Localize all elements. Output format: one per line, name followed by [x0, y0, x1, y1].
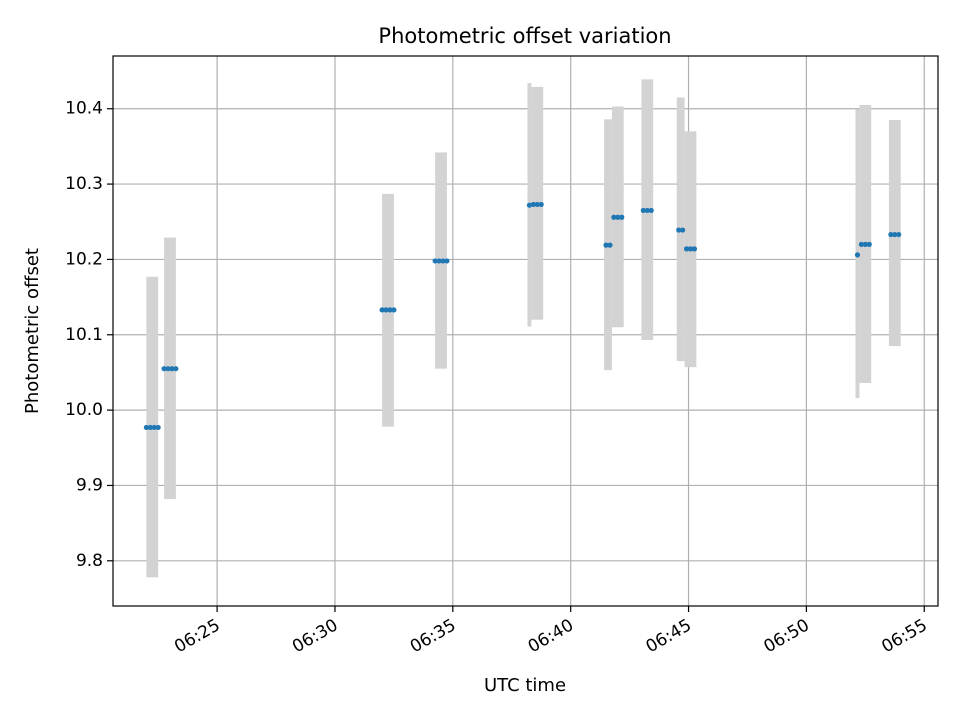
y-tick-label: 9.8: [76, 551, 103, 571]
data-point: [161, 366, 167, 372]
data-point: [862, 241, 868, 247]
data-point: [680, 227, 686, 233]
data-point: [676, 227, 682, 233]
data-point: [691, 246, 698, 252]
data-point: [165, 366, 171, 372]
data-point: [391, 307, 397, 313]
data-point: [866, 241, 872, 247]
data-point: [683, 246, 690, 252]
data-point: [603, 242, 609, 248]
data-point: [640, 207, 646, 214]
data-point: [534, 201, 540, 208]
data-point: [687, 246, 694, 252]
y-tick-label: 10.1: [65, 325, 103, 345]
data-point: [526, 202, 533, 208]
data-point: [607, 242, 613, 248]
data-point: [173, 366, 179, 372]
data-points: [143, 201, 902, 431]
y-tick-label: 10.3: [65, 174, 103, 194]
data-point: [440, 258, 446, 264]
data-point: [858, 241, 864, 247]
data-point: [155, 424, 161, 431]
data-point: [169, 366, 175, 372]
data-point: [615, 214, 621, 220]
y-axis-ticks: 9.8 9.9 10.0 10.1 10.2 10.3 10.4: [65, 99, 113, 571]
data-point: [444, 258, 450, 264]
data-point: [619, 214, 625, 220]
data-point: [379, 307, 385, 313]
chart-title: Photometric offset variation: [378, 24, 671, 48]
x-axis-label: UTC time: [484, 675, 566, 696]
data-point: [432, 258, 438, 264]
data-point: [436, 258, 442, 264]
data-point: [538, 201, 544, 208]
data-point: [387, 307, 393, 313]
data-point: [530, 201, 536, 208]
data-point: [892, 231, 898, 238]
data-point: [143, 424, 149, 431]
y-tick-label: 10.2: [65, 249, 103, 269]
y-tick-label: 10.4: [65, 99, 103, 119]
data-point: [648, 207, 654, 214]
data-point: [611, 214, 617, 220]
plot-frame: [112, 55, 939, 607]
data-point: [383, 307, 389, 313]
data-point: [854, 252, 861, 258]
data-point: [147, 424, 153, 431]
data-point: [888, 231, 894, 238]
y-tick-label: 10.0: [65, 400, 103, 420]
y-tick-label: 9.9: [76, 475, 103, 495]
data-point: [151, 424, 157, 431]
data-point: [644, 207, 650, 214]
data-point: [896, 231, 902, 238]
y-axis-label: Photometric offset: [22, 248, 43, 414]
